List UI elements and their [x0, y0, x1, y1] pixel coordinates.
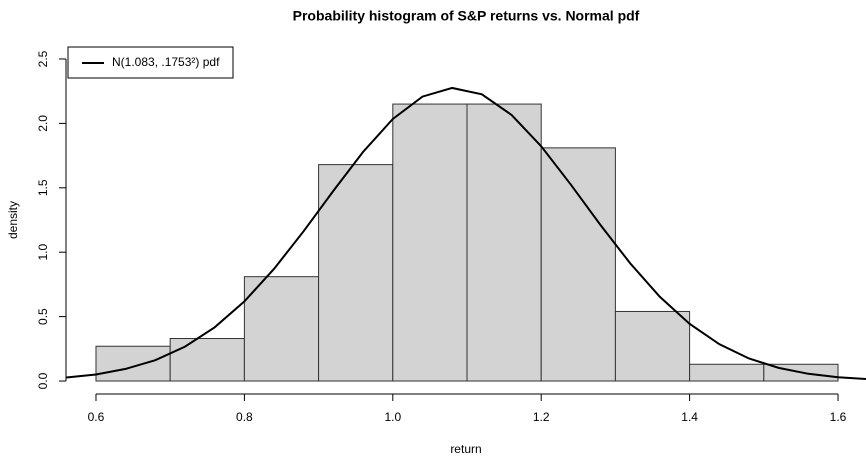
- y-tick-label: 1.0: [36, 244, 50, 261]
- y-axis-label: density: [6, 201, 20, 239]
- bar: [243, 276, 320, 382]
- bar: [614, 310, 691, 382]
- chart-title: Probability histogram of S&P returns vs.…: [293, 8, 640, 24]
- x-axis-label: return: [450, 442, 481, 456]
- x-tick-label: 0.8: [236, 410, 253, 424]
- bar: [466, 103, 542, 382]
- bar: [95, 345, 171, 382]
- x-tick-label: 0.6: [88, 410, 105, 424]
- y-tick-label: 0.5: [36, 308, 50, 325]
- y-tick-label: 2.0: [36, 115, 50, 132]
- x-tick-label: 1.6: [830, 410, 847, 424]
- y-tick-label: 1.5: [36, 179, 50, 196]
- y-tick-label: 2.5: [36, 50, 50, 67]
- y-tick-label: 0.0: [36, 372, 50, 389]
- curve-group: [66, 86, 866, 380]
- bar: [392, 103, 468, 382]
- legend-label: N(1.083, .1753²) pdf: [112, 55, 220, 69]
- bar: [540, 147, 616, 382]
- x-tick-label: 1.0: [384, 410, 401, 424]
- x-tick-label: 1.2: [533, 410, 550, 424]
- bar: [169, 338, 245, 382]
- density-curve: [66, 86, 866, 380]
- x-tick-label: 1.4: [681, 410, 698, 424]
- bar: [689, 363, 765, 382]
